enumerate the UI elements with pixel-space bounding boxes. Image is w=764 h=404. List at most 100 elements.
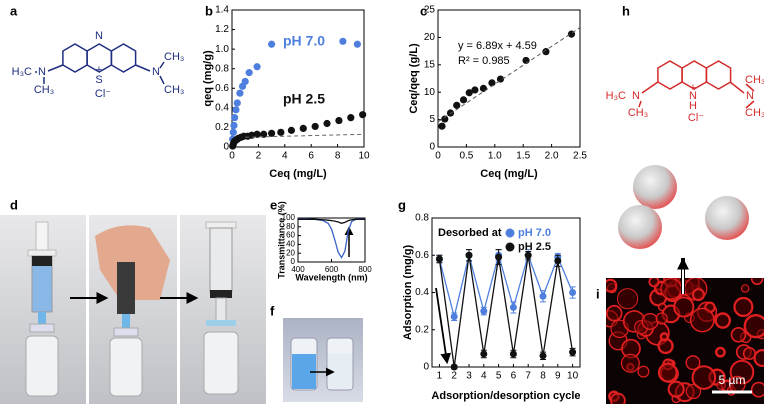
data-point [509, 303, 517, 311]
y-tick-label: 0 [429, 142, 435, 153]
atom: N [632, 90, 640, 102]
cell [637, 365, 650, 378]
molecule-a-labels: N S + Cl⁻ H₃C N CH₃ N CH₃ CH₃ [12, 30, 185, 100]
x-tick-label: 2 [256, 151, 262, 162]
cell [743, 313, 764, 339]
data-point [268, 40, 276, 48]
data-point [465, 251, 473, 259]
x-tick-label: 2.0 [545, 151, 559, 162]
data-point [229, 128, 237, 136]
data-point [241, 77, 249, 86]
y-tick-label: 80 [286, 222, 295, 231]
data-point [347, 114, 355, 122]
data-point [441, 115, 449, 123]
y-tick-label: 20 [424, 32, 436, 43]
x-tick-label: 4 [282, 151, 288, 162]
y-axis-label: Transmittance (%) [276, 201, 286, 279]
cell [740, 284, 750, 293]
cell [714, 346, 726, 358]
ring [705, 60, 732, 90]
y-tick-label: 0.2 [415, 324, 429, 335]
cell [620, 353, 640, 373]
cell [610, 392, 626, 404]
cell [716, 380, 726, 390]
fit-line [437, 27, 581, 123]
x-tick-label: 0 [435, 151, 441, 162]
data-point [524, 251, 532, 259]
cell [648, 278, 660, 288]
atom: H [689, 100, 697, 112]
x-tick-label: 7 [525, 371, 531, 382]
cell [742, 346, 756, 361]
data-point [232, 106, 240, 114]
data-point [450, 363, 458, 371]
cell [660, 278, 682, 300]
data-point [335, 116, 343, 125]
plot-frame [231, 9, 365, 148]
cell [730, 327, 747, 343]
x-axis-label: Wavelength (nm) [295, 272, 367, 282]
data-point [480, 307, 488, 315]
data-point [539, 292, 547, 300]
data-point [459, 96, 468, 104]
atom: CH₃ [745, 74, 764, 86]
plot-frame [437, 9, 581, 148]
data-point [450, 313, 458, 321]
x-tick-label: 5 [496, 371, 502, 382]
x-tick-label: 10 [358, 151, 370, 162]
scale-bar-label: 5 µm [719, 373, 746, 387]
bond [159, 61, 165, 69]
cell [655, 312, 668, 325]
series-line [298, 218, 365, 224]
y-tick-label: 0.8 [415, 213, 429, 224]
x-tick-label: 800 [358, 265, 372, 274]
x-axis-label: Ceq (mg/L) [269, 168, 327, 180]
data-point [569, 348, 577, 356]
y-tick-label: 0.6 [415, 250, 429, 261]
panel-letter: b [205, 3, 213, 18]
y-tick-label: 0.4 [415, 287, 429, 298]
data-point [435, 255, 443, 263]
cell [685, 355, 701, 371]
legend-label: pH 2.5 [518, 241, 551, 253]
panel-letter: e [270, 197, 277, 212]
series-label: pH 7.0 [283, 33, 325, 49]
panel-letter: f [270, 303, 275, 318]
annotation: R² = 0.985 [458, 55, 510, 67]
series-line [438, 252, 574, 317]
series-label: pH 2.5 [283, 91, 325, 107]
data-point [236, 89, 244, 97]
legend-marker [505, 228, 515, 238]
atom: CH₃ [164, 51, 184, 63]
atom: H₃C [606, 90, 626, 102]
x-tick-label: 2.5 [573, 151, 587, 162]
x-tick-label: 8 [540, 371, 546, 382]
y-tick-label: 0.6 [215, 83, 229, 94]
panel-letter: h [622, 3, 630, 18]
cell [641, 312, 659, 330]
atom: CH₃ [164, 84, 184, 96]
charge: + [96, 64, 102, 76]
atom: N [38, 66, 46, 78]
micrograph-cells [606, 278, 764, 404]
series-line [298, 218, 365, 259]
y-tick-label: 10 [424, 87, 436, 98]
y-tick-label: 0 [423, 362, 429, 373]
y-tick-label: 40 [286, 240, 295, 249]
y-tick-label: 15 [424, 59, 436, 70]
data-point [253, 63, 261, 71]
y-tick-label: 25 [424, 5, 436, 16]
x-tick-label: 0 [229, 151, 235, 162]
ring [110, 43, 137, 73]
y-tick-label: 0 [291, 257, 296, 266]
data-point [311, 122, 319, 131]
bond [135, 64, 151, 72]
bond [745, 100, 755, 109]
cell [689, 307, 715, 333]
x-tick-label: 4 [481, 371, 487, 382]
data-point [554, 257, 562, 265]
data-point [359, 111, 367, 119]
panel-letter: i [596, 286, 600, 301]
y-axis-label: Ceq/qeq (g/L) [408, 43, 420, 114]
